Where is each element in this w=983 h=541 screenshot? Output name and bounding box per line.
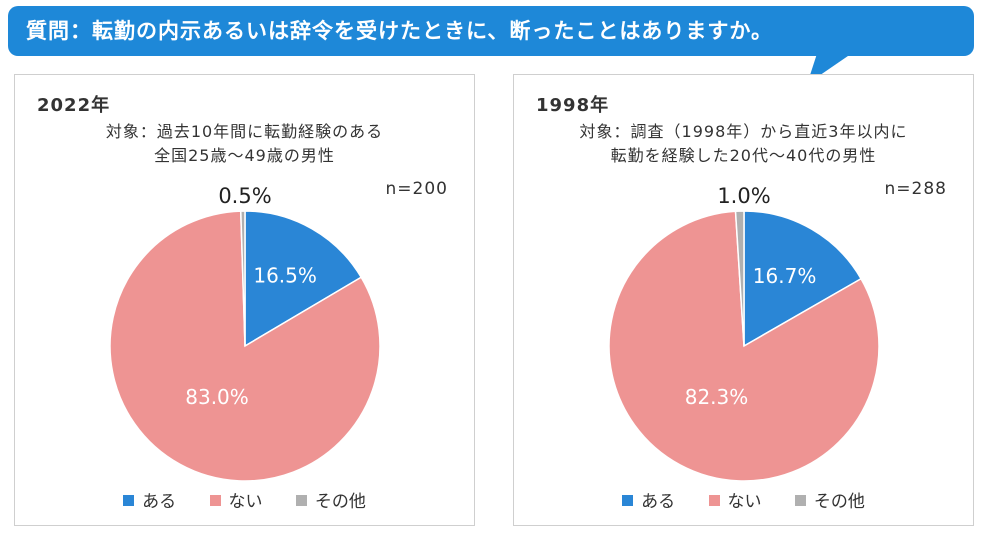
data-label-sonota: 1.0% [717, 184, 770, 208]
legend-item-nai: ない [708, 487, 762, 512]
legend-label-nai: ない [727, 492, 762, 512]
data-label-nai: 83.0% [185, 385, 249, 409]
pie-slice-aru [743, 210, 863, 348]
chart-subtitle-line-2: 全国25歳～49歳の男性 [154, 146, 335, 165]
sample-size-label: n=200 [385, 179, 448, 199]
chart-title: 2022年 [37, 95, 111, 116]
data-label-sonota: 0.5% [218, 184, 271, 208]
legend-swatch-aru [123, 494, 135, 506]
chart-subtitle-line-1: 対象：調査（1998年）から直近3年以内に [579, 122, 908, 141]
legend-swatch-aru [622, 494, 634, 506]
legend-swatch-nai [708, 494, 720, 506]
data-label-aru: 16.7% [753, 264, 817, 288]
legend: ある ない その他 [514, 487, 973, 512]
legend-swatch-sonota [295, 494, 307, 506]
legend-label-aru: ある [641, 492, 676, 512]
legend-item-sonota: その他 [794, 487, 865, 512]
question-text: 質問：転勤の内示あるいは辞令を受けたときに、断ったことはありますか。 [26, 19, 773, 43]
question-banner [8, 6, 974, 56]
pie-slice-nai [608, 210, 880, 482]
legend-label-sonota: その他 [813, 492, 865, 512]
chart-title: 1998年 [536, 95, 610, 116]
chart-panel-2022: 2022年 対象：過去10年間に転勤経験のある 全国25歳～49歳の男性 n=2… [14, 74, 475, 526]
chart-subtitle-line-1: 対象：過去10年間に転勤経験のある [105, 122, 384, 141]
sample-size-label: n=288 [884, 179, 947, 199]
pie-slice-sonota [734, 210, 745, 347]
pie-chart-1998: 16.7% 82.3% 1.0% [608, 184, 880, 482]
pie-slice-aru [244, 210, 363, 348]
data-label-aru: 16.5% [253, 264, 317, 288]
legend-swatch-sonota [794, 494, 806, 506]
pie-chart-2022: 16.5% 83.0% 0.5% [109, 184, 381, 482]
legend-label-sonota: その他 [314, 492, 366, 512]
pie-slice-sonota [239, 210, 246, 347]
legend-item-sonota: その他 [295, 487, 366, 512]
legend-swatch-nai [209, 494, 221, 506]
legend: ある ない その他 [15, 487, 474, 512]
legend-label-aru: ある [142, 492, 177, 512]
data-label-nai: 82.3% [685, 385, 749, 409]
legend-item-nai: ない [209, 487, 263, 512]
legend-item-aru: ある [123, 487, 176, 512]
chart-subtitle-line-2: 転勤を経験した20代～40代の男性 [610, 146, 877, 165]
legend-label-nai: ない [228, 492, 263, 512]
legend-item-aru: ある [622, 487, 675, 512]
chart-panel-1998: 1998年 対象：調査（1998年）から直近3年以内に 転勤を経験した20代～4… [513, 74, 974, 526]
